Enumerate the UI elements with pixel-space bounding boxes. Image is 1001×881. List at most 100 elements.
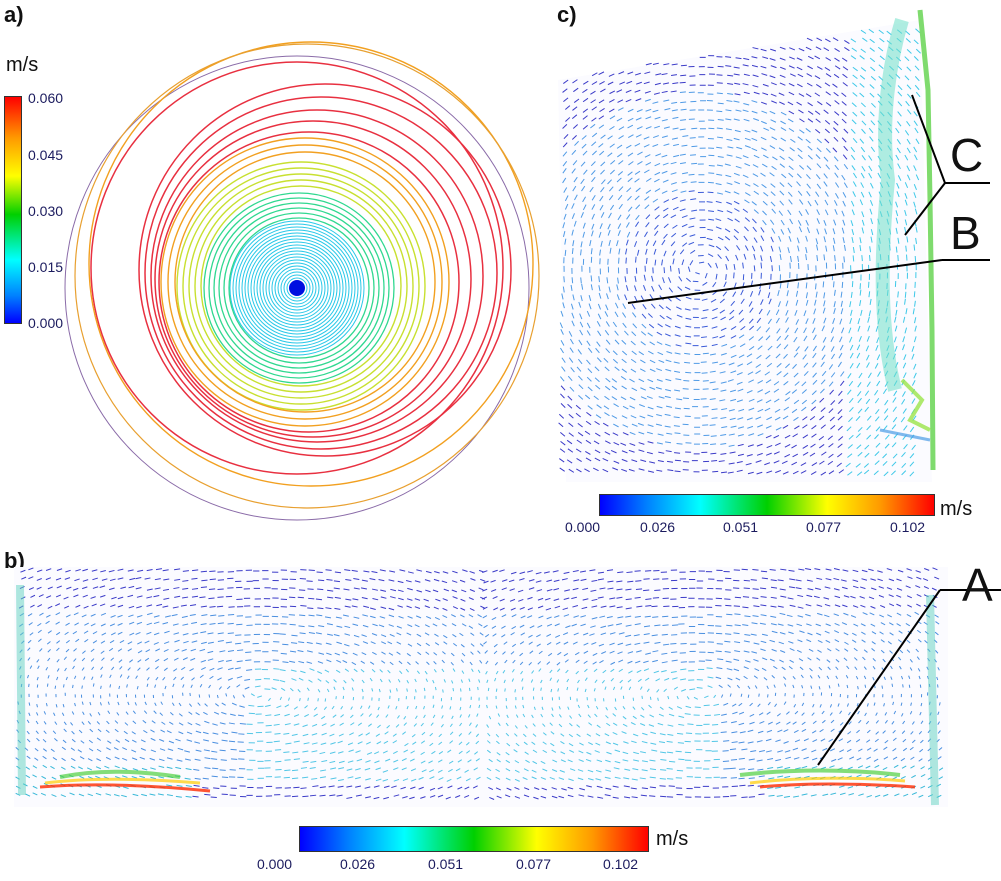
velocity-vector bbox=[875, 731, 879, 735]
velocity-vector bbox=[895, 217, 899, 224]
velocity-vector bbox=[711, 316, 718, 320]
velocity-vector bbox=[584, 394, 591, 400]
velocity-vector bbox=[797, 639, 803, 643]
velocity-vector bbox=[724, 640, 731, 643]
velocity-vector bbox=[719, 335, 726, 339]
velocity-vector bbox=[631, 459, 638, 463]
velocity-vector bbox=[612, 350, 618, 356]
velocity-vector bbox=[906, 165, 911, 172]
velocity-vector bbox=[889, 632, 894, 636]
velocity-vector bbox=[839, 380, 845, 386]
velocity-vector bbox=[403, 722, 408, 726]
velocity-vector bbox=[131, 749, 137, 753]
velocity-vector bbox=[379, 616, 386, 619]
velocity-vector bbox=[117, 568, 124, 571]
velocity-vector bbox=[472, 785, 478, 789]
velocity-vector bbox=[905, 585, 911, 589]
velocity-vector bbox=[674, 325, 681, 329]
velocity-vector bbox=[169, 721, 174, 725]
velocity-vector bbox=[361, 652, 367, 656]
velocity-vector bbox=[225, 659, 232, 662]
velocity-vector bbox=[760, 648, 766, 652]
velocity-vector bbox=[591, 223, 595, 230]
velocity-vector bbox=[646, 451, 653, 455]
velocity-vector bbox=[449, 723, 453, 728]
velocity-vector bbox=[178, 702, 182, 707]
velocity-vector bbox=[523, 794, 530, 798]
velocity-vector bbox=[571, 247, 574, 254]
velocity-vector bbox=[779, 612, 786, 616]
velocity-vector bbox=[330, 767, 337, 770]
velocity-vector bbox=[720, 434, 727, 436]
velocity-vector bbox=[165, 615, 171, 618]
velocity-vector bbox=[743, 57, 750, 61]
velocity-vector bbox=[629, 442, 636, 446]
panel-a-unit: m/s bbox=[6, 54, 39, 76]
velocity-vector bbox=[597, 596, 604, 599]
velocity-vector bbox=[815, 623, 821, 627]
velocity-vector bbox=[672, 677, 678, 680]
velocity-vector bbox=[871, 102, 876, 108]
velocity-vector bbox=[655, 386, 662, 390]
velocity-vector bbox=[578, 339, 583, 346]
velocity-vector bbox=[99, 702, 102, 706]
velocity-vector bbox=[715, 226, 722, 230]
velocity-vector bbox=[924, 639, 928, 644]
velocity-vector bbox=[770, 586, 778, 589]
velocity-vector bbox=[749, 721, 755, 725]
velocity-vector bbox=[522, 777, 528, 781]
velocity-vector bbox=[843, 128, 849, 134]
velocity-vector bbox=[195, 722, 201, 726]
velocity-vector bbox=[801, 389, 807, 394]
velocity-vector bbox=[558, 422, 564, 428]
velocity-vector bbox=[880, 639, 885, 643]
velocity-vector bbox=[733, 263, 736, 270]
velocity-vector bbox=[742, 208, 749, 213]
velocity-vector bbox=[388, 614, 395, 618]
velocity-vector bbox=[519, 641, 525, 645]
velocity-vector bbox=[561, 578, 568, 581]
velocity-vector bbox=[563, 134, 569, 140]
velocity-vector bbox=[607, 81, 614, 86]
velocity-vector bbox=[611, 396, 618, 401]
velocity-vector bbox=[784, 434, 791, 439]
velocity-vector bbox=[715, 676, 722, 680]
velocity-vector bbox=[617, 153, 623, 158]
velocity-vector bbox=[874, 794, 881, 798]
velocity-vector bbox=[433, 578, 440, 582]
velocity-vector bbox=[846, 748, 852, 753]
velocity-vector bbox=[52, 730, 57, 734]
streamline bbox=[74, 43, 540, 509]
velocity-vector bbox=[847, 444, 853, 449]
panel-c-tick: 0.051 bbox=[723, 519, 759, 535]
velocity-vector bbox=[217, 677, 222, 681]
velocity-vector bbox=[687, 266, 691, 272]
velocity-vector bbox=[351, 687, 354, 691]
velocity-vector bbox=[501, 625, 506, 629]
velocity-vector bbox=[365, 777, 371, 781]
velocity-vector bbox=[208, 597, 215, 600]
velocity-vector bbox=[556, 661, 561, 666]
velocity-vector bbox=[538, 668, 542, 672]
velocity-vector bbox=[207, 658, 214, 661]
velocity-vector bbox=[789, 56, 795, 60]
velocity-vector bbox=[754, 668, 760, 672]
velocity-vector bbox=[629, 405, 636, 409]
velocity-vector bbox=[765, 354, 771, 360]
velocity-vector bbox=[775, 469, 782, 474]
velocity-vector bbox=[150, 767, 156, 770]
velocity-vector bbox=[665, 343, 671, 347]
velocity-vector bbox=[892, 756, 898, 760]
velocity-vector bbox=[771, 648, 777, 652]
velocity-vector bbox=[716, 92, 723, 95]
velocity-vector bbox=[649, 786, 657, 789]
velocity-vector bbox=[911, 345, 915, 352]
velocity-vector bbox=[584, 688, 587, 693]
velocity-vector bbox=[622, 424, 629, 428]
velocity-vector bbox=[656, 341, 663, 345]
velocity-vector bbox=[442, 571, 449, 574]
velocity-vector bbox=[852, 632, 857, 636]
velocity-vector bbox=[679, 208, 686, 212]
velocity-vector bbox=[630, 358, 637, 364]
velocity-vector bbox=[63, 721, 67, 726]
